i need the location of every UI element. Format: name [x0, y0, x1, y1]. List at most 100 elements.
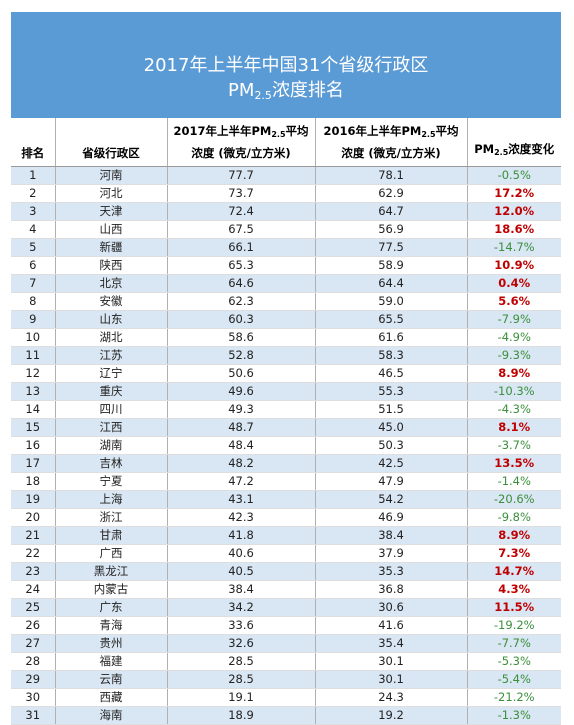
table-row: 4 山西 67.5 56.9 18.6%: [11, 220, 561, 239]
table-row: 26 青海 33.6 41.6 -19.2%: [11, 616, 561, 635]
title-banner: 2017年上半年中国31个省级行政区 PM2.5浓度排名: [11, 12, 561, 118]
province-cell: 云南: [55, 670, 168, 689]
value-2017-cell: 49.6: [167, 382, 316, 401]
value-2016-cell: 35.4: [315, 634, 468, 653]
change-cell: -20.6%: [467, 490, 561, 509]
value-2017-cell: 38.4: [167, 580, 316, 599]
value-2016-cell: 55.3: [315, 382, 468, 401]
change-cell: 14.7%: [467, 562, 561, 581]
province-cell: 河北: [55, 184, 168, 203]
change-cell: 8.1%: [467, 418, 561, 437]
table-row: 27 贵州 32.6 35.4 -7.7%: [11, 634, 561, 653]
table-row: 29 云南 28.5 30.1 -5.4%: [11, 670, 561, 689]
value-2016-cell: 62.9: [315, 184, 468, 203]
rank-cell: 11: [11, 346, 56, 365]
header-2016-sub: 2.5: [421, 130, 436, 139]
value-2017-cell: 32.6: [167, 634, 316, 653]
value-2017-cell: 50.6: [167, 364, 316, 383]
header-rank: 排名: [11, 118, 56, 167]
rank-cell: 6: [11, 256, 56, 275]
value-2017-cell: 41.8: [167, 526, 316, 545]
value-2017-cell: 52.8: [167, 346, 316, 365]
value-2016-cell: 78.1: [315, 166, 468, 185]
header-2017-line-2: 浓度 (微克/立方米): [191, 146, 291, 160]
value-2017-cell: 58.6: [167, 328, 316, 347]
value-2016-cell: 30.1: [315, 670, 468, 689]
title-pm-prefix: PM: [228, 80, 255, 101]
rank-cell: 20: [11, 508, 56, 527]
value-2016-cell: 64.4: [315, 274, 468, 293]
value-2017-cell: 28.5: [167, 670, 316, 689]
change-cell: 11.5%: [467, 598, 561, 617]
change-cell: -9.3%: [467, 346, 561, 365]
table-row: 5 新疆 66.1 77.5 -14.7%: [11, 238, 561, 257]
table-header-row: 排名 省级行政区 2017年上半年PM2.5平均 浓度 (微克/立方米) 201…: [11, 118, 561, 167]
change-cell: -10.3%: [467, 382, 561, 401]
value-2017-cell: 42.3: [167, 508, 316, 527]
value-2016-cell: 30.1: [315, 652, 468, 671]
change-cell: -7.7%: [467, 634, 561, 653]
rank-cell: 5: [11, 238, 56, 257]
province-cell: 青海: [55, 616, 168, 635]
table-row: 20 浙江 42.3 46.9 -9.8%: [11, 508, 561, 527]
table-row: 15 江西 48.7 45.0 8.1%: [11, 418, 561, 437]
change-cell: 7.3%: [467, 544, 561, 563]
rank-cell: 1: [11, 166, 56, 185]
rank-cell: 10: [11, 328, 56, 347]
header-2016-pre: 2016年上半年PM: [323, 124, 422, 138]
change-cell: 4.3%: [467, 580, 561, 599]
change-cell: 10.9%: [467, 256, 561, 275]
change-cell: -4.3%: [467, 400, 561, 419]
value-2016-cell: 50.3: [315, 436, 468, 455]
rank-cell: 29: [11, 670, 56, 689]
title-line-2: PM2.5浓度排名: [11, 78, 561, 109]
change-cell: -1.3%: [467, 706, 561, 725]
province-cell: 浙江: [55, 508, 168, 527]
change-cell: 0.4%: [467, 274, 561, 293]
province-cell: 新疆: [55, 238, 168, 257]
value-2016-cell: 38.4: [315, 526, 468, 545]
value-2017-cell: 19.1: [167, 688, 316, 707]
province-cell: 天津: [55, 202, 168, 221]
rank-cell: 31: [11, 706, 56, 725]
change-cell: -19.2%: [467, 616, 561, 635]
change-cell: -21.2%: [467, 688, 561, 707]
table-row: 6 陕西 65.3 58.9 10.9%: [11, 256, 561, 275]
value-2017-cell: 48.4: [167, 436, 316, 455]
table-row: 10 湖北 58.6 61.6 -4.9%: [11, 328, 561, 347]
rank-cell: 12: [11, 364, 56, 383]
value-2017-cell: 66.1: [167, 238, 316, 257]
value-2017-cell: 72.4: [167, 202, 316, 221]
table-row: 16 湖南 48.4 50.3 -3.7%: [11, 436, 561, 455]
change-cell: -7.9%: [467, 310, 561, 329]
header-province: 省级行政区: [55, 118, 168, 167]
change-cell: 13.5%: [467, 454, 561, 473]
table-row: 3 天津 72.4 64.7 12.0%: [11, 202, 561, 221]
change-cell: -4.9%: [467, 328, 561, 347]
title-block: 2017年上半年中国31个省级行政区 PM2.5浓度排名: [11, 54, 561, 109]
table-row: 8 安徽 62.3 59.0 5.6%: [11, 292, 561, 311]
table-row: 23 黑龙江 40.5 35.3 14.7%: [11, 562, 561, 581]
value-2016-cell: 58.9: [315, 256, 468, 275]
value-2016-cell: 54.2: [315, 490, 468, 509]
rank-cell: 19: [11, 490, 56, 509]
rank-cell: 4: [11, 220, 56, 239]
value-2017-cell: 28.5: [167, 652, 316, 671]
value-2017-cell: 33.6: [167, 616, 316, 635]
value-2017-cell: 73.7: [167, 184, 316, 203]
table-row: 18 宁夏 47.2 47.9 -1.4%: [11, 472, 561, 491]
value-2017-cell: 65.3: [167, 256, 316, 275]
province-cell: 安徽: [55, 292, 168, 311]
province-cell: 山东: [55, 310, 168, 329]
rank-cell: 18: [11, 472, 56, 491]
value-2017-cell: 18.9: [167, 706, 316, 725]
province-cell: 北京: [55, 274, 168, 293]
rank-cell: 7: [11, 274, 56, 293]
value-2016-cell: 19.2: [315, 706, 468, 725]
value-2016-cell: 30.6: [315, 598, 468, 617]
rank-cell: 24: [11, 580, 56, 599]
rank-cell: 14: [11, 400, 56, 419]
value-2017-cell: 64.6: [167, 274, 316, 293]
province-cell: 广西: [55, 544, 168, 563]
province-cell: 福建: [55, 652, 168, 671]
